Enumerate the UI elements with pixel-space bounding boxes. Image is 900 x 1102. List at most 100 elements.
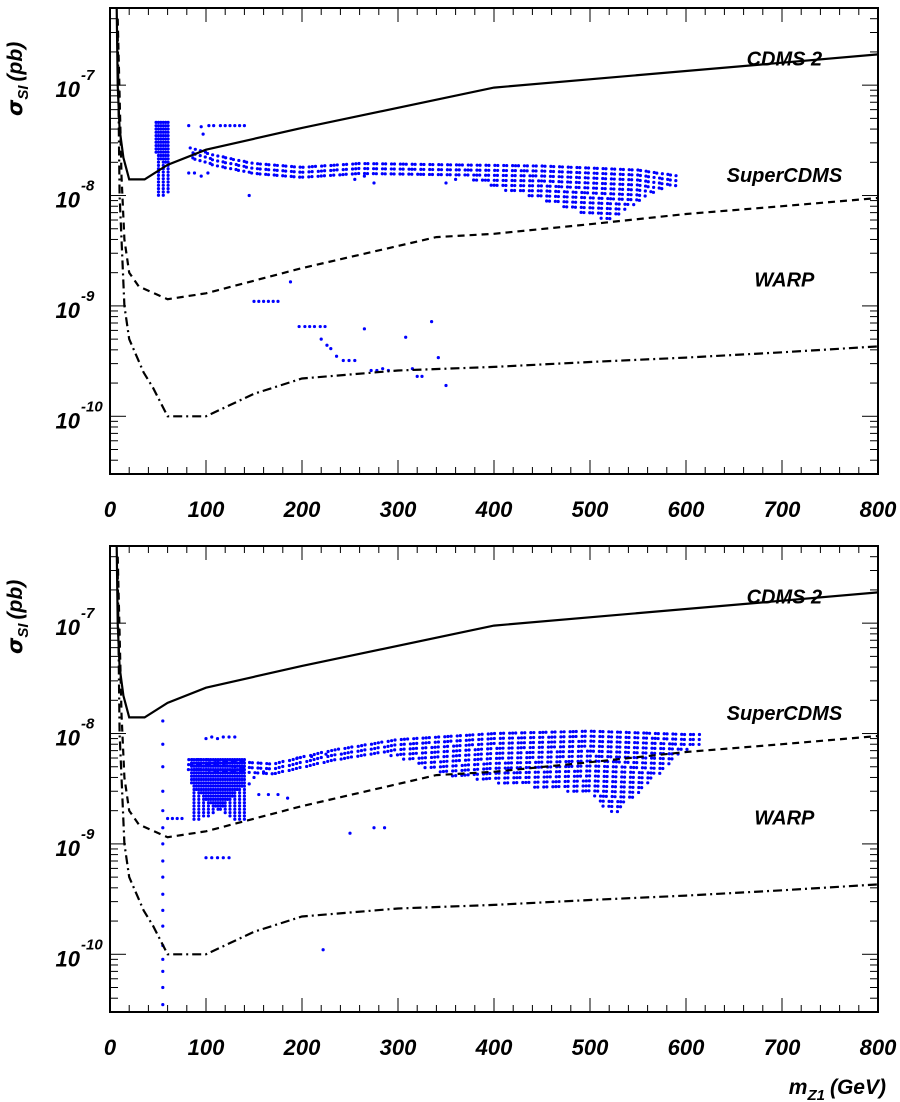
scan-point (600, 181, 605, 186)
scan-point (614, 212, 618, 216)
scan-point (446, 734, 450, 739)
scan-point (166, 167, 170, 171)
scan-point (605, 774, 609, 779)
scan-point (199, 787, 203, 792)
scan-point (533, 785, 537, 789)
scan-point (548, 775, 552, 779)
scan-point (567, 749, 571, 754)
scan-point (415, 374, 419, 378)
scan-point (359, 748, 364, 753)
scan-point (487, 163, 491, 167)
scan-point (404, 162, 408, 166)
scan-point (660, 187, 664, 191)
scan-point (641, 746, 645, 750)
scan-point (528, 755, 532, 760)
scan-point (238, 767, 242, 772)
scan-point (542, 775, 546, 779)
scan-point (303, 324, 307, 329)
scan-point (548, 174, 553, 178)
scan-point (566, 165, 570, 169)
scan-point (477, 732, 481, 737)
scan-point (637, 193, 642, 197)
scan-point (600, 754, 604, 759)
scan-point (644, 736, 649, 740)
scan-point (632, 750, 636, 755)
scan-point (560, 175, 564, 179)
scan-point (524, 770, 528, 775)
scan-point (190, 777, 194, 782)
scan-point (531, 164, 535, 168)
y-tick-label: 10 (56, 946, 81, 971)
scan-point (383, 172, 387, 176)
scan-point (218, 791, 222, 795)
scan-point (236, 168, 241, 172)
scan-point (609, 809, 614, 814)
scan-point (267, 163, 271, 167)
scan-point (267, 168, 271, 172)
x-tick-label: 800 (860, 1035, 897, 1060)
scan-point (275, 168, 279, 173)
scan-point (226, 784, 230, 788)
scan-point (644, 746, 648, 750)
scan-point (402, 752, 406, 756)
scan-point (446, 163, 450, 167)
scan-point (566, 170, 570, 174)
scan-point (620, 765, 624, 769)
scan-point (646, 175, 651, 179)
scan-point (292, 175, 296, 179)
scan-point (431, 162, 435, 167)
scan-point (623, 760, 627, 764)
scan-point (235, 787, 239, 792)
scan-point (316, 169, 320, 173)
scan-point (489, 737, 493, 741)
scan-point (557, 779, 561, 784)
scan-point (646, 781, 650, 785)
scan-point (565, 205, 569, 209)
scan-point (604, 789, 609, 794)
scan-point (197, 764, 201, 768)
scan-point (392, 162, 397, 166)
scan-point (288, 280, 293, 284)
limit-curve-cdms-2 (115, 8, 878, 181)
scan-point (382, 826, 387, 830)
scan-point (346, 756, 350, 760)
scan-point (215, 736, 220, 741)
limit-curve-warp (116, 570, 878, 956)
scan-point (529, 731, 533, 735)
scan-point (259, 766, 263, 770)
scan-point (330, 748, 334, 753)
scan-point (516, 746, 520, 750)
scan-point (572, 774, 577, 778)
scan-point (451, 759, 455, 763)
scan-point (218, 758, 222, 762)
scan-point (568, 740, 572, 744)
scan-point (630, 173, 634, 177)
scan-point (527, 770, 531, 774)
scan-point (565, 185, 570, 189)
scan-point (441, 769, 446, 774)
scan-point (451, 769, 455, 773)
scan-point (207, 124, 211, 128)
scan-point (611, 770, 615, 774)
scan-point (192, 814, 196, 818)
scan-point (485, 757, 489, 761)
scan-point (597, 764, 601, 768)
scan-point (357, 166, 361, 171)
scan-point (242, 764, 246, 768)
scan-point (463, 763, 467, 767)
scan-point (536, 785, 540, 789)
scan-point (525, 169, 529, 173)
scan-point (560, 165, 565, 169)
scan-point (543, 169, 547, 173)
scan-point (580, 195, 584, 200)
scan-point (206, 171, 210, 175)
x-tick-label: 500 (572, 1035, 609, 1060)
scan-point (485, 762, 489, 766)
scan-point (583, 734, 587, 738)
scan-point (226, 797, 230, 801)
scan-point (216, 159, 220, 163)
scan-point (597, 759, 601, 763)
scan-point (480, 742, 484, 746)
scan-point (638, 188, 642, 192)
